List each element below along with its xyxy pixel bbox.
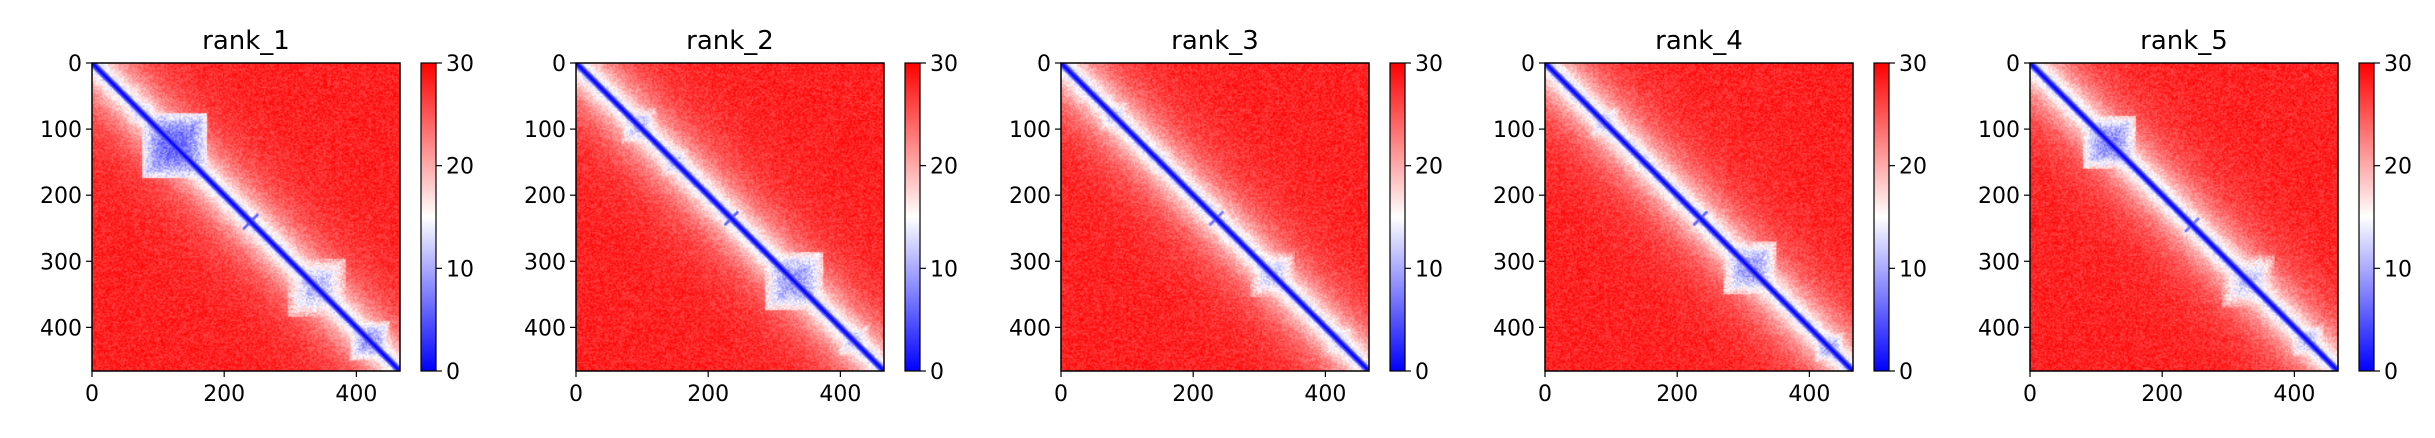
colorbar-gradient — [2358, 62, 2375, 372]
y-tick-label: 400 — [524, 316, 566, 341]
y-tick-label: 300 — [1493, 250, 1535, 275]
y-tick-label: 400 — [1009, 316, 1051, 341]
y-tick-label: 0 — [1521, 52, 1535, 77]
panel-title: rank_3 — [1171, 26, 1259, 56]
x-tick-label: 0 — [1054, 382, 1068, 407]
heatmap-image — [1545, 63, 1853, 371]
colorbar: 0 10 20 30 — [1873, 52, 1927, 385]
x-tick-label: 200 — [687, 382, 729, 407]
panel-title: rank_4 — [1655, 26, 1743, 56]
colorbar-tick-label: 30 — [2384, 52, 2412, 77]
colorbar-tick-label: 0 — [2384, 360, 2398, 385]
panel-title: rank_5 — [2140, 26, 2228, 56]
y-tick-label: 100 — [1493, 118, 1535, 143]
y-tick-label: 300 — [1009, 250, 1051, 275]
heatmap-image — [576, 63, 884, 371]
heatmap-panel-4: rank_4 0 200 400 0 100 200 300 400 0 10 20 30 — [1493, 26, 1927, 407]
colorbar: 0 10 20 30 — [1389, 52, 1443, 385]
colorbar-tick-label: 0 — [930, 360, 944, 385]
x-tick-label: 0 — [1538, 382, 1552, 407]
colorbar: 0 10 20 30 — [420, 52, 474, 385]
heatmap-panel-5: rank_5 0 200 400 0 100 200 300 400 0 10 20 30 — [1978, 26, 2412, 407]
y-tick-label: 200 — [40, 184, 82, 209]
colorbar-tick-label: 0 — [446, 360, 460, 385]
x-tick-label: 400 — [1788, 382, 1830, 407]
plot-frame — [1060, 62, 1370, 372]
y-tick-label: 0 — [552, 52, 566, 77]
colorbar-gradient — [1389, 62, 1406, 372]
colorbar: 0 10 20 30 — [904, 52, 958, 385]
colorbar-tick-label: 0 — [1415, 360, 1429, 385]
plot-frame — [1544, 62, 1854, 372]
colorbar: 0 10 20 30 — [2358, 52, 2412, 385]
colorbar-tick-label: 20 — [446, 155, 474, 180]
colorbar-tick-label: 20 — [1899, 155, 1927, 180]
y-tick-label: 400 — [1493, 316, 1535, 341]
y-tick-label: 200 — [1009, 184, 1051, 209]
colorbar-tick-label: 10 — [1415, 257, 1443, 282]
plot-frame — [2029, 62, 2339, 372]
colorbar-gradient — [1873, 62, 1890, 372]
colorbar-tick-label: 30 — [930, 52, 958, 77]
y-tick-label: 400 — [1978, 316, 2020, 341]
colorbar-gradient — [904, 62, 921, 372]
y-tick-label: 300 — [40, 250, 82, 275]
heatmap-panel-1: rank_1 0 200 400 0 100 200 300 400 0 10 20 30 — [40, 26, 474, 407]
y-tick-label: 200 — [1978, 184, 2020, 209]
y-tick-label: 400 — [40, 316, 82, 341]
colorbar-tick-label: 20 — [930, 155, 958, 180]
x-tick-label: 400 — [2273, 382, 2315, 407]
heatmap-panel-3: rank_3 0 200 400 0 100 200 300 400 0 10 20 30 — [1009, 26, 1443, 407]
colorbar-tick-label: 30 — [1899, 52, 1927, 77]
y-tick-label: 0 — [68, 52, 82, 77]
y-tick-label: 200 — [524, 184, 566, 209]
y-tick-label: 100 — [40, 118, 82, 143]
y-tick-label: 200 — [1493, 184, 1535, 209]
colorbar-tick-label: 20 — [1415, 155, 1443, 180]
heatmap-image — [1061, 63, 1369, 371]
colorbar-tick-label: 30 — [1415, 52, 1443, 77]
y-tick-label: 0 — [2006, 52, 2020, 77]
x-tick-label: 0 — [2023, 382, 2037, 407]
colorbar-tick-label: 10 — [1899, 257, 1927, 282]
x-tick-label: 0 — [569, 382, 583, 407]
x-tick-label: 200 — [1656, 382, 1698, 407]
x-tick-label: 200 — [1172, 382, 1214, 407]
y-tick-label: 0 — [1037, 52, 1051, 77]
colorbar-tick-label: 10 — [930, 257, 958, 282]
y-tick-label: 100 — [1978, 118, 2020, 143]
heatmap-panel-2: rank_2 0 200 400 0 100 200 300 400 0 10 20 30 — [524, 26, 958, 407]
panel-title: rank_2 — [686, 26, 774, 56]
y-tick-label: 300 — [1978, 250, 2020, 275]
x-tick-label: 200 — [203, 382, 245, 407]
colorbar-tick-label: 10 — [446, 257, 474, 282]
heatmap-image — [92, 63, 400, 371]
x-tick-label: 200 — [2141, 382, 2183, 407]
colorbar-tick-label: 10 — [2384, 257, 2412, 282]
panel-title: rank_1 — [202, 26, 290, 56]
colorbar-gradient — [420, 62, 437, 372]
plot-frame — [575, 62, 885, 372]
colorbar-tick-label: 20 — [2384, 155, 2412, 180]
colorbar-tick-label: 30 — [446, 52, 474, 77]
plot-frame — [91, 62, 401, 372]
y-tick-label: 100 — [1009, 118, 1051, 143]
y-tick-label: 300 — [524, 250, 566, 275]
colorbar-tick-label: 0 — [1899, 360, 1913, 385]
x-tick-label: 400 — [1304, 382, 1346, 407]
x-tick-label: 0 — [85, 382, 99, 407]
x-tick-label: 400 — [819, 382, 861, 407]
x-tick-label: 400 — [335, 382, 377, 407]
heatmap-image — [2030, 63, 2338, 371]
y-tick-label: 100 — [524, 118, 566, 143]
